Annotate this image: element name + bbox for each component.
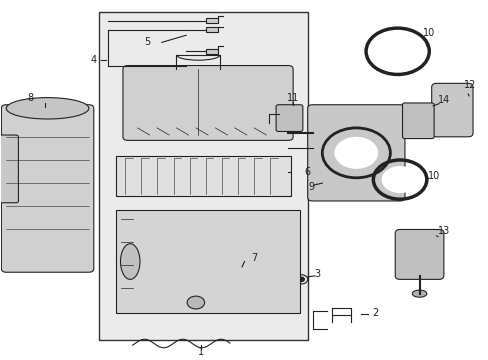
Bar [205, 18, 217, 23]
Text: 5: 5 [144, 37, 150, 48]
Text: 4: 4 [90, 55, 97, 65]
Text: 10: 10 [422, 28, 434, 39]
Text: 8: 8 [27, 93, 34, 103]
Text: 3: 3 [314, 269, 320, 279]
Text: 14: 14 [437, 95, 449, 105]
FancyBboxPatch shape [122, 66, 292, 140]
Ellipse shape [120, 244, 140, 279]
Bar [205, 27, 217, 32]
Circle shape [381, 166, 418, 193]
Circle shape [298, 277, 304, 282]
FancyBboxPatch shape [431, 84, 472, 137]
Circle shape [334, 137, 377, 169]
Text: 6: 6 [304, 167, 310, 177]
Text: 12: 12 [464, 80, 476, 90]
FancyBboxPatch shape [307, 105, 404, 201]
FancyBboxPatch shape [402, 103, 433, 139]
Text: 1: 1 [197, 347, 203, 357]
FancyBboxPatch shape [394, 229, 443, 279]
Text: 11: 11 [286, 93, 299, 103]
FancyBboxPatch shape [116, 156, 290, 195]
FancyBboxPatch shape [1, 105, 94, 272]
Text: 13: 13 [437, 226, 449, 236]
Bar [205, 49, 217, 54]
FancyBboxPatch shape [0, 135, 19, 203]
Text: 7: 7 [250, 253, 257, 263]
Text: 10: 10 [427, 171, 439, 181]
Text: 2: 2 [372, 308, 378, 318]
Circle shape [373, 34, 420, 68]
FancyBboxPatch shape [99, 12, 307, 340]
Circle shape [187, 296, 204, 309]
Text: 9: 9 [307, 182, 313, 192]
Ellipse shape [6, 98, 89, 119]
Ellipse shape [411, 290, 426, 297]
FancyBboxPatch shape [116, 210, 300, 313]
FancyBboxPatch shape [276, 105, 302, 131]
